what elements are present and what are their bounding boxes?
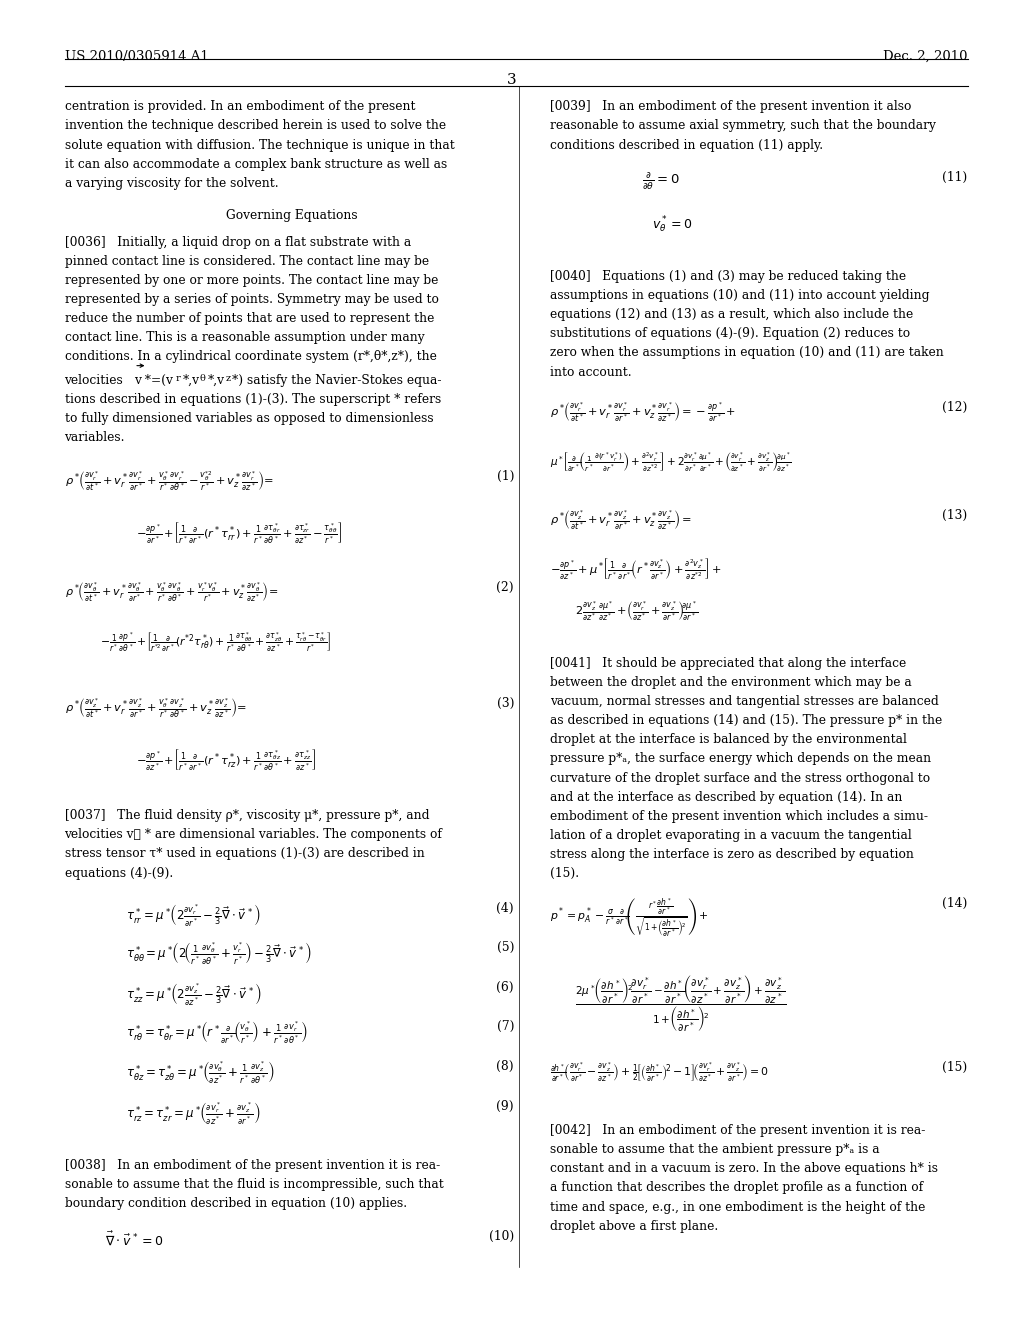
Text: to fully dimensioned variables as opposed to dimensionless: to fully dimensioned variables as oppose… [65,412,433,425]
Text: droplet above a first plane.: droplet above a first plane. [550,1220,718,1233]
Text: time and space, e.g., in one embodiment is the height of the: time and space, e.g., in one embodiment … [550,1201,926,1213]
Text: sonable to assume that the ambient pressure p*ₐ is a: sonable to assume that the ambient press… [550,1143,880,1156]
Text: reasonable to assume axial symmetry, such that the boundary: reasonable to assume axial symmetry, suc… [550,119,936,132]
Text: [0039]   In an embodiment of the present invention it also: [0039] In an embodiment of the present i… [550,100,911,114]
Text: invention the technique described herein is used to solve the: invention the technique described herein… [65,119,445,132]
Text: (13): (13) [942,508,968,521]
Text: *,v: *,v [208,374,225,387]
Text: $\tau_{zz}^* = \mu^*\!\left(2\frac{\partial v_z^*}{\partial z^*}-\frac{2}{3}\vec: $\tau_{zz}^* = \mu^*\!\left(2\frac{\part… [126,981,261,1007]
Text: stress along the interface is zero as described by equation: stress along the interface is zero as de… [550,847,913,861]
Text: [0040]   Equations (1) and (3) may be reduced taking the: [0040] Equations (1) and (3) may be redu… [550,269,906,282]
Text: [0036]   Initially, a liquid drop on a flat substrate with a: [0036] Initially, a liquid drop on a fla… [65,235,411,248]
Text: (8): (8) [497,1060,514,1073]
Text: zero when the assumptions in equation (10) and (11) are taken: zero when the assumptions in equation (1… [550,346,944,359]
Text: (1): (1) [497,470,514,483]
Text: velocities: velocities [65,374,127,387]
Text: variables.: variables. [65,430,125,444]
Text: $\mu^*\!\left[\frac{\partial}{\partial r^*}\!\left(\frac{1}{r^*}\frac{\partial(r: $\mu^*\!\left[\frac{\partial}{\partial r… [550,450,792,474]
Text: $\frac{\partial}{\partial\theta}=0$: $\frac{\partial}{\partial\theta}=0$ [642,170,680,193]
Text: $-\frac{\partial p^*}{\partial r^*}+\!\left[\frac{1}{r^*}\frac{\partial}{\partia: $-\frac{\partial p^*}{\partial r^*}+\!\l… [136,520,342,545]
Text: contact line. This is a reasonable assumption under many: contact line. This is a reasonable assum… [65,331,424,345]
Text: $\vec{\nabla}\cdot\vec{v}^{\,*}=0$: $\vec{\nabla}\cdot\vec{v}^{\,*}=0$ [105,1229,164,1247]
Text: reduce the number of points that are used to represent the: reduce the number of points that are use… [65,312,434,325]
Text: (2): (2) [497,581,514,594]
Text: (12): (12) [942,400,968,413]
Text: a function that describes the droplet profile as a function of: a function that describes the droplet pr… [550,1181,923,1195]
Text: equations (4)-(9).: equations (4)-(9). [65,866,173,879]
Text: Governing Equations: Governing Equations [226,209,357,222]
Text: *) satisfy the Navier-Stokes equa-: *) satisfy the Navier-Stokes equa- [232,374,442,387]
Text: $\tau_{rr}^* = \mu^*\!\left(2\frac{\partial v_r^*}{\partial r^*}-\frac{2}{3}\vec: $\tau_{rr}^* = \mu^*\!\left(2\frac{\part… [126,902,261,928]
Text: represented by a series of points. Symmetry may be used to: represented by a series of points. Symme… [65,293,438,306]
Text: assumptions in equations (10) and (11) into account yielding: assumptions in equations (10) and (11) i… [550,289,930,302]
Text: $\tau_{\theta z}^* = \tau_{z\theta}^* = \mu^*\!\left(\frac{\partial v_\theta^*}{: $\tau_{\theta z}^* = \tau_{z\theta}^* = … [126,1060,274,1086]
Text: it can also accommodate a complex bank structure as well as: it can also accommodate a complex bank s… [65,157,446,170]
Text: $\rho^*\!\left(\frac{\partial v_\theta^*}{\partial t^*}+v_r^*\frac{\partial v_\t: $\rho^*\!\left(\frac{\partial v_\theta^*… [65,581,278,605]
Text: curvature of the droplet surface and the stress orthogonal to: curvature of the droplet surface and the… [550,771,930,784]
Text: $\rho^*\!\left(\frac{\partial v_r^*}{\partial t^*}+v_r^*\frac{\partial v_r^*}{\p: $\rho^*\!\left(\frac{\partial v_r^*}{\pa… [550,400,736,424]
Text: into account.: into account. [550,366,632,379]
Text: between the droplet and the environment which may be a: between the droplet and the environment … [550,676,911,689]
Text: Dec. 2, 2010: Dec. 2, 2010 [883,50,968,63]
Text: droplet at the interface is balanced by the environmental: droplet at the interface is balanced by … [550,733,907,746]
Text: $p^* = p_A^* - \frac{\sigma}{r^*}\frac{\partial}{\partial r^*}\!\!\left(\frac{r^: $p^* = p_A^* - \frac{\sigma}{r^*}\frac{\… [550,898,709,939]
Text: (10): (10) [488,1229,514,1242]
Text: substitutions of equations (4)-(9). Equation (2) reduces to: substitutions of equations (4)-(9). Equa… [550,327,910,341]
Text: US 2010/0305914 A1: US 2010/0305914 A1 [65,50,208,63]
Text: pinned contact line is considered. The contact line may be: pinned contact line is considered. The c… [65,255,429,268]
Text: $\dfrac{2\mu^*\!\left(\dfrac{\partial h^*}{\partial r^*}\right)^{\!2}\!\dfrac{\p: $\dfrac{2\mu^*\!\left(\dfrac{\partial h^… [575,974,787,1034]
Text: (15): (15) [942,1061,968,1073]
Text: $\rho^*\!\left(\frac{\partial v_r^*}{\partial t^*}+v_r^*\frac{\partial v_r^*}{\p: $\rho^*\!\left(\frac{\partial v_r^*}{\pa… [65,470,273,494]
Text: pressure p*ₐ, the surface energy which depends on the mean: pressure p*ₐ, the surface energy which d… [550,752,931,766]
Text: z: z [225,374,230,383]
Text: $-\frac{\partial p^*}{\partial z^*}+\!\left[\frac{1}{r^*}\frac{\partial}{\partia: $-\frac{\partial p^*}{\partial z^*}+\!\l… [136,747,316,772]
Text: [0038]   In an embodiment of the present invention it is rea-: [0038] In an embodiment of the present i… [65,1159,439,1172]
Text: $\tau_{r\theta}^* = \tau_{\theta r}^* = \mu^*\!\left(r^*\frac{\partial}{\partial: $\tau_{r\theta}^* = \tau_{\theta r}^* = … [126,1020,308,1047]
Text: r: r [175,374,180,383]
Text: $-\frac{1}{r^*}\frac{\partial p^*}{\partial\theta^*}+\!\left[\frac{1}{r^{*2}}\fr: $-\frac{1}{r^*}\frac{\partial p^*}{\part… [100,631,332,655]
Text: [0041]   It should be appreciated that along the interface: [0041] It should be appreciated that alo… [550,656,906,669]
Text: $\tau_{\theta\theta}^* = \mu^*\!\left(2\!\left(\frac{1}{r^*}\frac{\partial v_\th: $\tau_{\theta\theta}^* = \mu^*\!\left(2\… [126,941,312,968]
Text: v *=(v: v *=(v [134,374,173,387]
Text: lation of a droplet evaporating in a vacuum the tangential: lation of a droplet evaporating in a vac… [550,829,911,842]
Text: $\frac{\partial h^*}{\partial r^*}\!\left(\frac{\partial v_r^*}{\partial r^*}-\f: $\frac{\partial h^*}{\partial r^*}\!\lef… [550,1061,769,1084]
Text: $2\frac{\partial v_z^*}{\partial z^*}\frac{\partial\mu^*}{\partial z^*}+\!\left(: $2\frac{\partial v_z^*}{\partial z^*}\fr… [575,599,699,623]
Text: embodiment of the present invention which includes a simu-: embodiment of the present invention whic… [550,809,928,822]
Text: constant and in a vacuum is zero. In the above equations h* is: constant and in a vacuum is zero. In the… [550,1163,938,1175]
Text: sonable to assume that the fluid is incompressible, such that: sonable to assume that the fluid is inco… [65,1177,443,1191]
Text: velocities v⃗ * are dimensional variables. The components of: velocities v⃗ * are dimensional variable… [65,828,442,841]
Text: (9): (9) [497,1100,514,1113]
Text: (11): (11) [942,170,968,183]
Text: θ: θ [200,374,206,383]
Text: $\rho^*\!\left(\frac{\partial v_z^*}{\partial t^*}+v_r^*\frac{\partial v_z^*}{\p: $\rho^*\!\left(\frac{\partial v_z^*}{\pa… [550,508,692,532]
Text: a varying viscosity for the solvent.: a varying viscosity for the solvent. [65,177,279,190]
Text: boundary condition described in equation (10) applies.: boundary condition described in equation… [65,1197,407,1210]
Text: solute equation with diffusion. The technique is unique in that: solute equation with diffusion. The tech… [65,139,455,152]
Text: *,v: *,v [182,374,200,387]
Text: centration is provided. In an embodiment of the present: centration is provided. In an embodiment… [65,100,415,114]
Text: $\tau_{rz}^* = \tau_{zr}^* = \mu^*\!\left(\frac{\partial v_r^*}{\partial z^*}+\f: $\tau_{rz}^* = \tau_{zr}^* = \mu^*\!\lef… [126,1100,260,1126]
Text: (7): (7) [497,1020,514,1034]
Text: $-\frac{\partial p^*}{\partial z^*}+\mu^*\!\left[\frac{1}{r^*}\frac{\partial}{\p: $-\frac{\partial p^*}{\partial z^*}+\mu^… [550,556,722,581]
Text: (15).: (15). [550,867,579,880]
Text: conditions. In a cylindrical coordinate system (r*,θ*,z*), the: conditions. In a cylindrical coordinate … [65,350,436,363]
Text: (6): (6) [497,981,514,994]
Text: equations (12) and (13) as a result, which also include the: equations (12) and (13) as a result, whi… [550,308,913,321]
Text: tions described in equations (1)-(3). The superscript * refers: tions described in equations (1)-(3). Th… [65,392,440,405]
Text: [0042]   In an embodiment of the present invention it is rea-: [0042] In an embodiment of the present i… [550,1125,926,1137]
Text: $v_\theta^*=0$: $v_\theta^*=0$ [652,214,693,235]
Text: $\rho^*\!\left(\frac{\partial v_z^*}{\partial t^*}+v_r^*\frac{\partial v_z^*}{\p: $\rho^*\!\left(\frac{\partial v_z^*}{\pa… [65,697,247,721]
Text: stress tensor τ* used in equations (1)-(3) are described in: stress tensor τ* used in equations (1)-(… [65,847,424,861]
Text: as described in equations (14) and (15). The pressure p* in the: as described in equations (14) and (15).… [550,714,942,727]
Text: (3): (3) [497,697,514,710]
Text: (4): (4) [497,902,514,915]
Text: (14): (14) [942,898,968,909]
Text: and at the interface as described by equation (14). In an: and at the interface as described by equ… [550,791,902,804]
Text: represented by one or more points. The contact line may be: represented by one or more points. The c… [65,273,438,286]
Text: conditions described in equation (11) apply.: conditions described in equation (11) ap… [550,139,823,152]
Text: [0037]   The fluid density ρ*, viscosity μ*, pressure p*, and: [0037] The fluid density ρ*, viscosity μ… [65,809,429,822]
Text: 3: 3 [507,73,517,87]
Text: vacuum, normal stresses and tangential stresses are balanced: vacuum, normal stresses and tangential s… [550,694,939,708]
Text: (5): (5) [497,941,514,954]
